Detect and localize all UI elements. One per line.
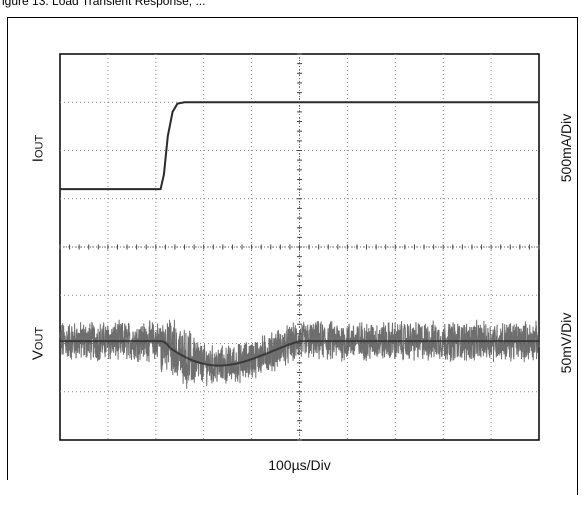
vout-trace bbox=[59, 319, 540, 389]
vout-trace-mean bbox=[60, 340, 539, 367]
frame-gap bbox=[7, 480, 10, 506]
figure-caption: igure 13. Load Transient Response, ... bbox=[2, 0, 206, 8]
figure-frame bbox=[7, 17, 578, 495]
iout-trace bbox=[60, 101, 539, 191]
x-scale-label: 100µs/Div bbox=[268, 457, 331, 473]
